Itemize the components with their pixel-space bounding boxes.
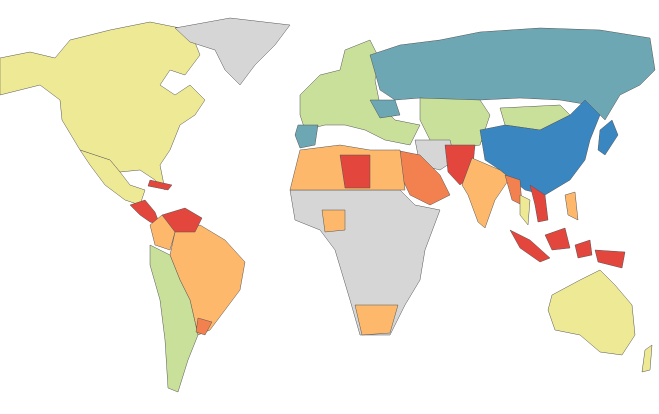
mexico (79, 149, 146, 206)
north-america (0, 21, 206, 191)
australia (547, 269, 636, 356)
caribbean (147, 179, 173, 191)
colombia (149, 214, 176, 251)
japan (597, 119, 619, 156)
europe (299, 39, 421, 146)
greenland (174, 17, 291, 86)
nigeria (321, 209, 346, 233)
indonesia (509, 227, 626, 269)
south-africa (354, 304, 399, 336)
libya (339, 154, 371, 189)
uruguay (195, 317, 213, 336)
vietnam (529, 184, 549, 223)
andes (149, 244, 199, 393)
iberia (294, 124, 319, 149)
thailand (519, 194, 531, 226)
philippines (564, 191, 579, 221)
ukraine (369, 99, 401, 119)
india (461, 157, 511, 229)
new-zealand (641, 344, 653, 373)
